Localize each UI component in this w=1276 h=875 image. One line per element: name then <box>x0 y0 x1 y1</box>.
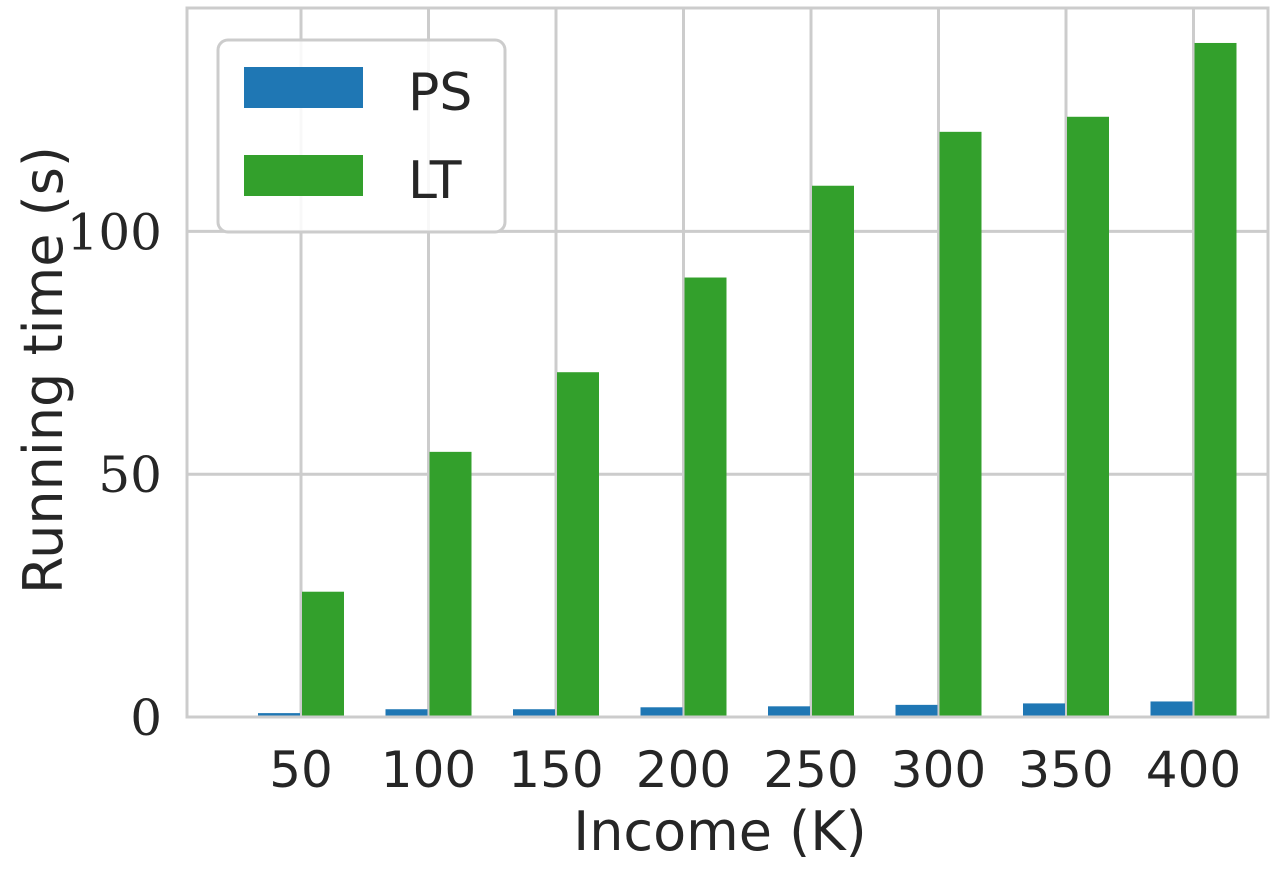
legend-swatch-ps <box>244 67 363 108</box>
bar-lt-300 <box>939 131 982 717</box>
bars <box>258 42 1237 718</box>
x-tick-label: 300 <box>891 741 986 799</box>
x-tick-label: 250 <box>763 741 858 799</box>
x-tick-label: 150 <box>508 741 603 799</box>
legend-label-lt: LT <box>408 151 462 211</box>
bar-ps-50 <box>258 713 300 717</box>
x-tick-label: 200 <box>636 741 731 799</box>
x-tick-labels: 50 100 150 200 250 300 350 400 <box>269 741 1241 799</box>
y-axis-label: Running time (s) <box>12 146 75 594</box>
bar-lt-250 <box>812 185 854 718</box>
bar-ps-350 <box>1023 703 1065 717</box>
x-tick-label: 400 <box>1146 741 1241 799</box>
bar-ps-300 <box>895 704 938 717</box>
bar-lt-50 <box>302 591 344 717</box>
y-tick-label: 0 <box>130 689 162 747</box>
bar-ps-200 <box>640 707 683 717</box>
y-tick-labels: 0 50 100 <box>67 203 162 747</box>
bar-lt-350 <box>1067 116 1109 718</box>
plot-frame <box>185 6 1270 719</box>
x-tick-label: 350 <box>1018 741 1113 799</box>
y-tick-label: 50 <box>98 446 162 504</box>
bar-ps-250 <box>768 706 810 717</box>
bar-lt-150 <box>557 372 599 717</box>
legend-label-ps: PS <box>408 63 472 123</box>
legend-swatch-lt <box>244 155 363 196</box>
x-tick-label: 100 <box>381 741 476 799</box>
bar-ps-400 <box>1150 701 1193 717</box>
bar-ps-150 <box>513 709 555 717</box>
bar-lt-400 <box>1194 42 1237 718</box>
x-axis-label: Income (K) <box>573 800 866 863</box>
bar-lt-200 <box>684 277 727 717</box>
bar-lt-100 <box>429 451 472 717</box>
legend: PS LT <box>216 38 507 234</box>
bar-ps-100 <box>385 709 428 717</box>
x-tick-label: 50 <box>269 741 333 799</box>
y-tick-label: 100 <box>67 203 162 261</box>
